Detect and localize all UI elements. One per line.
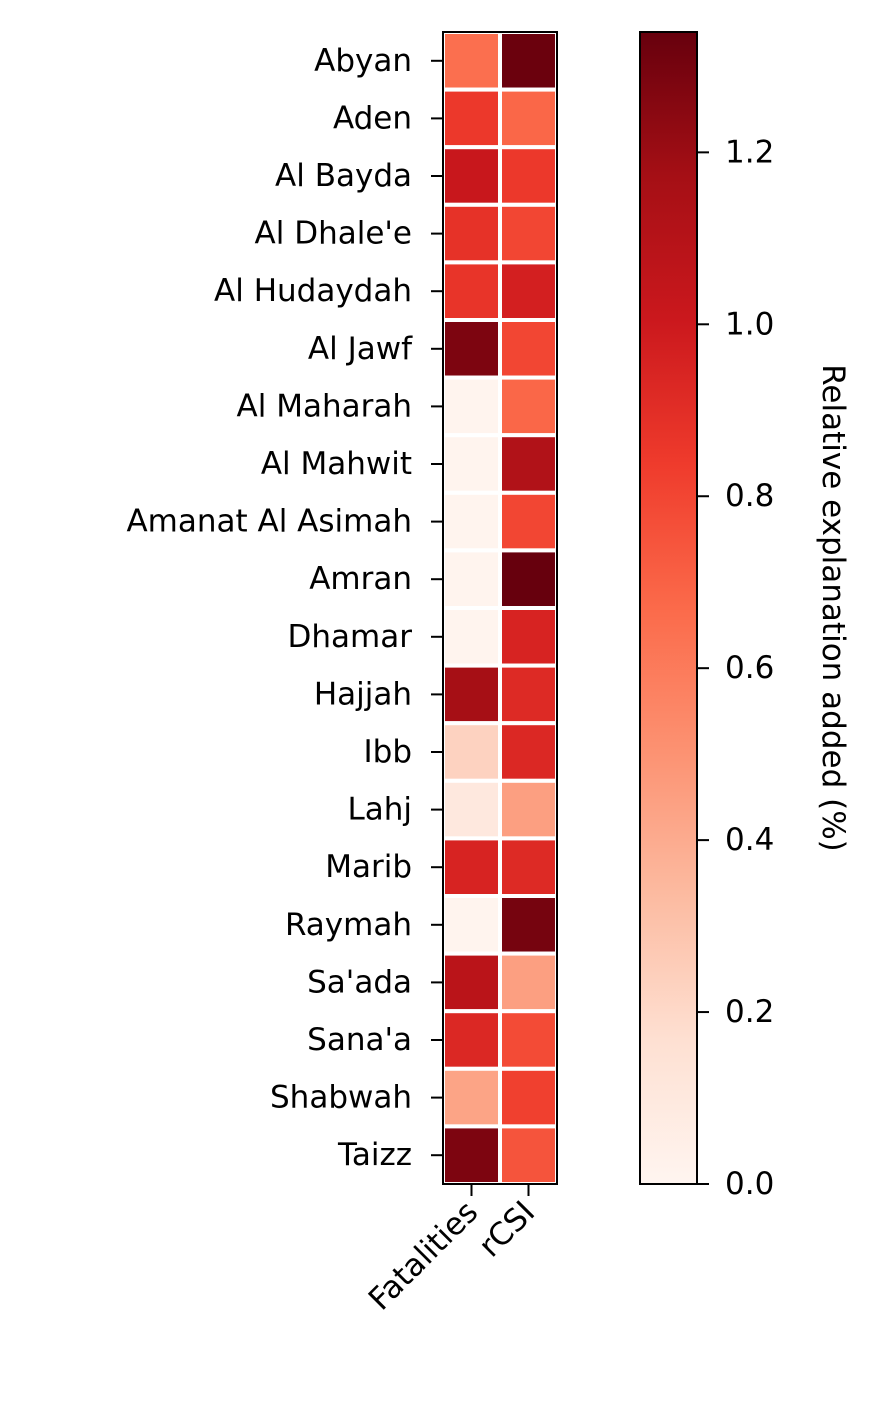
heatmap-cell bbox=[441, 260, 502, 322]
heatmap-cell bbox=[498, 548, 559, 611]
heatmap-cell bbox=[498, 721, 559, 783]
colorbar-tick-label: 1.0 bbox=[725, 306, 774, 342]
row-ticks bbox=[431, 59, 443, 1157]
heatmap-cell bbox=[441, 778, 502, 841]
heatmap-cell bbox=[441, 145, 502, 207]
row-label: Al Mahwit bbox=[261, 446, 412, 482]
row-label: Taizz bbox=[337, 1137, 412, 1173]
colorbar-tick-label: 0.6 bbox=[725, 650, 774, 686]
heatmap-cell bbox=[441, 951, 502, 1014]
heatmap-cell bbox=[441, 721, 502, 783]
heatmap-cell bbox=[441, 894, 502, 956]
column-label: Fatalities bbox=[362, 1194, 485, 1317]
row-label: Marib bbox=[325, 849, 412, 885]
heatmap-cell bbox=[441, 433, 502, 495]
heatmap-cell bbox=[498, 87, 559, 150]
column-ticks bbox=[470, 1184, 530, 1196]
heatmap-cell bbox=[441, 318, 502, 380]
heatmap-cell bbox=[498, 1009, 559, 1071]
heatmap-cell bbox=[498, 951, 559, 1014]
heatmap-cell bbox=[498, 663, 559, 726]
row-label: Amanat Al Asimah bbox=[126, 504, 412, 540]
heatmap-cell bbox=[441, 202, 502, 265]
colorbar-tick-label: 0.8 bbox=[725, 478, 774, 514]
row-label: Al Dhale'e bbox=[255, 216, 412, 252]
heatmap-cell bbox=[498, 433, 559, 495]
row-labels: Abyan Aden Al Bayda Al Dhale'e Al Hudaydah Al… bbox=[126, 43, 413, 1173]
heatmap-cell bbox=[498, 375, 559, 438]
row-label: Al Jawf bbox=[308, 331, 413, 367]
heatmap-cell bbox=[498, 318, 559, 380]
row-label: Aden bbox=[333, 100, 412, 136]
heatmap-cell bbox=[498, 1124, 559, 1187]
heatmap-cell bbox=[441, 836, 502, 899]
row-label: Dhamar bbox=[288, 619, 413, 655]
heatmap-cell bbox=[441, 30, 502, 92]
heatmap-cells bbox=[441, 30, 559, 1187]
colorbar-tick-label: 0.4 bbox=[725, 822, 774, 858]
row-label: Lahj bbox=[347, 792, 412, 828]
heatmap-cell bbox=[498, 894, 559, 956]
column-label: rCSI bbox=[472, 1194, 542, 1264]
heatmap-cell bbox=[498, 260, 559, 322]
heatmap-cell bbox=[498, 606, 559, 668]
colorbar-label: Relative explanation added (%) bbox=[815, 364, 851, 852]
colorbar-gradient bbox=[639, 31, 698, 1185]
heatmap-frame bbox=[442, 31, 558, 1185]
row-label: Hajjah bbox=[314, 676, 412, 712]
heatmap-cell bbox=[498, 30, 559, 92]
heatmap-cell bbox=[441, 1009, 502, 1071]
heatmap-cell bbox=[498, 202, 559, 265]
heatmap-cell bbox=[441, 375, 502, 438]
row-label: Al Bayda bbox=[275, 158, 412, 194]
heatmap-cell bbox=[441, 663, 502, 726]
row-label: Amran bbox=[309, 561, 412, 597]
row-label: Sa'ada bbox=[307, 964, 412, 1000]
heatmap-cell bbox=[441, 1124, 502, 1187]
heatmap-cell bbox=[441, 606, 502, 668]
colorbar-tick-label: 0.0 bbox=[725, 1166, 774, 1202]
row-label: Sana'a bbox=[307, 1022, 412, 1058]
heatmap-cell bbox=[498, 490, 559, 553]
heatmap-cell bbox=[441, 1066, 502, 1129]
heatmap-cell bbox=[441, 87, 502, 150]
heatmap-cell bbox=[498, 1066, 559, 1129]
colorbar-tick-label: 0.2 bbox=[725, 994, 774, 1030]
heatmap-cell bbox=[498, 145, 559, 207]
colorbar: 0.0 0.2 0.4 0.6 0.8 1.0 1.2 Relative explanati… bbox=[639, 31, 851, 1202]
heatmap-cell bbox=[441, 548, 502, 611]
row-label: Ibb bbox=[364, 734, 413, 770]
row-label: Shabwah bbox=[270, 1080, 412, 1116]
heatmap-cell bbox=[498, 836, 559, 899]
row-label: Al Hudaydah bbox=[214, 273, 412, 309]
row-label: Abyan bbox=[314, 43, 412, 79]
row-label: Al Maharah bbox=[237, 388, 412, 424]
row-label: Raymah bbox=[285, 907, 412, 943]
colorbar-ticks: 0.0 0.2 0.4 0.6 0.8 1.0 1.2 bbox=[697, 134, 774, 1202]
heatmap-cell bbox=[441, 490, 502, 553]
heatmap-cell bbox=[498, 778, 559, 841]
colorbar-tick-label: 1.2 bbox=[725, 134, 774, 170]
